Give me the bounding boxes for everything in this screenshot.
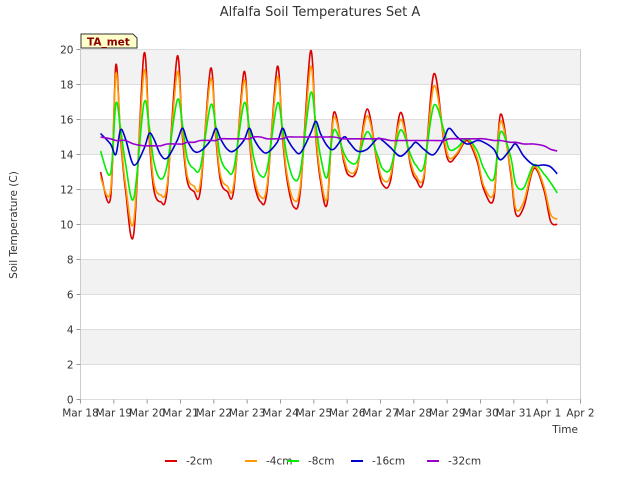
y-tick-label: 20 bbox=[60, 45, 73, 57]
x-tick-label: Mar 27 bbox=[362, 408, 399, 420]
y-tick-label: 10 bbox=[60, 220, 73, 232]
x-tick-label: Mar 19 bbox=[96, 408, 133, 420]
y-tick-label: 12 bbox=[60, 185, 73, 197]
legend-label: -32cm bbox=[448, 456, 481, 468]
series-line-minus-32cm bbox=[100, 135, 558, 152]
y-tick-label: 0 bbox=[67, 395, 74, 407]
x-tick-label: Mar 24 bbox=[262, 408, 299, 420]
y-tick-label: 2 bbox=[67, 360, 74, 372]
series-lines bbox=[99, 50, 558, 240]
chart-title: Alfalfa Soil Temperatures Set A bbox=[220, 5, 421, 20]
x-tick-label: Mar 21 bbox=[162, 408, 199, 420]
badge-label: TA_met bbox=[87, 37, 130, 49]
x-tick-label: Apr 2 bbox=[566, 408, 594, 420]
series-line-minus-16cm bbox=[99, 120, 558, 175]
y-axis-label: Soil Temperature (C) bbox=[8, 171, 20, 279]
x-tick-label: Mar 29 bbox=[429, 408, 466, 420]
legend-label: -16cm bbox=[372, 456, 405, 468]
plot-background-bands bbox=[80, 49, 581, 365]
legend-label: -2cm bbox=[186, 456, 212, 468]
x-tick-label: Mar 30 bbox=[462, 408, 499, 420]
x-tick-label: Mar 26 bbox=[329, 408, 366, 420]
x-tick-label: Mar 18 bbox=[62, 408, 99, 420]
y-tick-label: 6 bbox=[67, 290, 74, 302]
x-tick-label: Mar 22 bbox=[196, 408, 233, 420]
legend-label: -4cm bbox=[266, 456, 292, 468]
legend: -2cm -4cm -8cm -16cm -32cm bbox=[165, 456, 481, 468]
series-line-minus-8cm bbox=[99, 91, 558, 201]
y-tick-label: 18 bbox=[60, 80, 73, 92]
y-axis-ticks: 0 2 4 6 8 10 12 14 16 18 20 bbox=[60, 45, 81, 407]
x-tick-label: Mar 28 bbox=[396, 408, 433, 420]
y-tick-label: 4 bbox=[67, 325, 74, 337]
x-tick-label: Mar 25 bbox=[296, 408, 333, 420]
legend-label: -8cm bbox=[308, 456, 334, 468]
grid-lines bbox=[80, 49, 581, 400]
x-axis-label: Time bbox=[551, 424, 578, 436]
background-band bbox=[80, 49, 581, 85]
x-tick-label: Mar 23 bbox=[229, 408, 266, 420]
y-tick-label: 14 bbox=[60, 150, 74, 162]
background-band bbox=[80, 329, 581, 365]
x-tick-label: Mar 31 bbox=[496, 408, 533, 420]
y-tick-label: 16 bbox=[60, 115, 74, 127]
x-tick-label: Apr 1 bbox=[533, 408, 561, 420]
background-band bbox=[80, 189, 581, 225]
ta-met-badge: TA_met bbox=[80, 33, 138, 49]
background-band bbox=[80, 259, 581, 295]
y-tick-label: 8 bbox=[67, 255, 74, 267]
x-tick-label: Mar 20 bbox=[129, 408, 166, 420]
